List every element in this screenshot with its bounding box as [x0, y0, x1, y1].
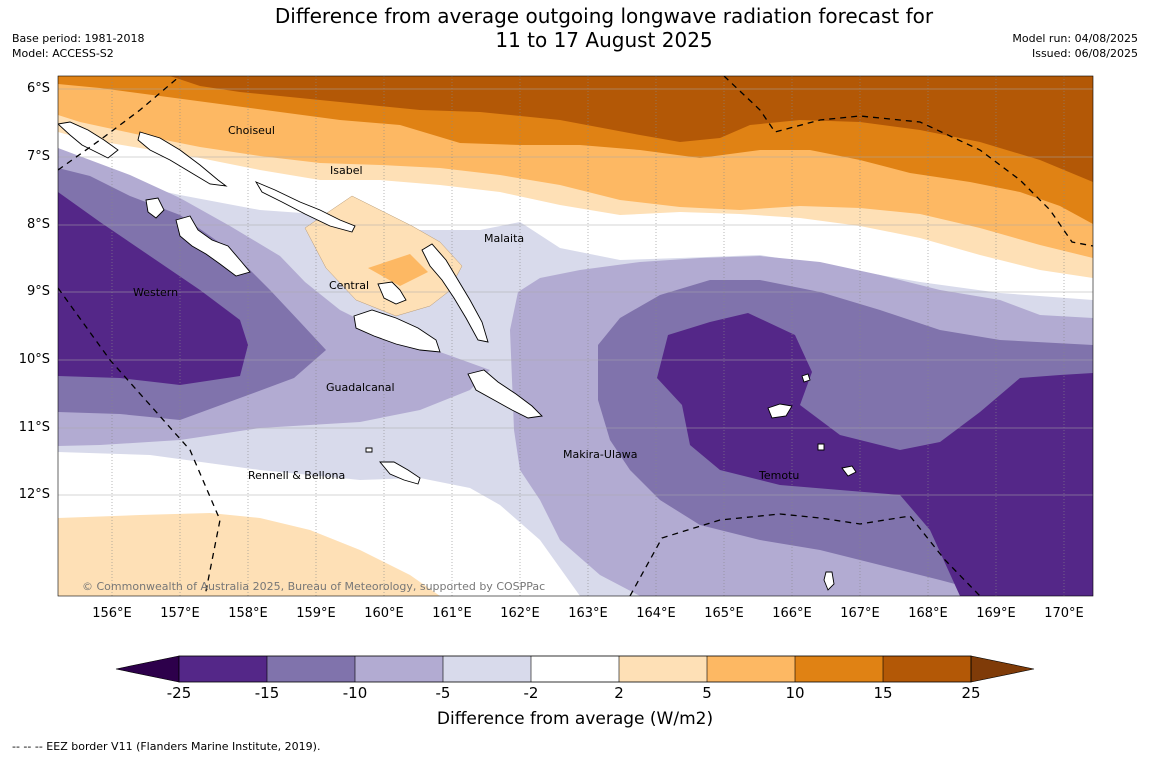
- malaita-coast: [421, 243, 489, 343]
- florida-islands-coast: [377, 281, 407, 305]
- colorbar-title: Difference from average (W/m2): [436, 709, 714, 729]
- lat-label-8s: 8°S: [26, 217, 50, 232]
- lat-label-11s: 11°S: [18, 420, 50, 435]
- eez-legend-note: -- -- -- EEZ border V11 (Flanders Marine…: [12, 740, 321, 753]
- map-frame: [57, 75, 1094, 597]
- chart-title: Difference from average outgoing longwav…: [0, 4, 1150, 52]
- contour-fields: [58, 76, 1093, 596]
- place-label-malaita: Malaita: [484, 232, 525, 245]
- lon-label-164e: 164°E: [636, 606, 676, 621]
- lon-label-168e: 168°E: [908, 606, 948, 621]
- colorbar-tick-p25: 25: [961, 684, 981, 702]
- place-label-western: Western: [133, 286, 179, 299]
- lon-label-165e: 165°E: [704, 606, 744, 621]
- meta-right: Model run: 04/08/2025 Issued: 06/08/2025: [1012, 31, 1138, 61]
- lon-label-160e: 160°E: [364, 606, 404, 621]
- place-label-temotu: Temotu: [759, 469, 800, 482]
- place-label-choiseul: Choiseul: [228, 124, 275, 137]
- model-run: Model run: 04/08/2025: [1012, 32, 1138, 45]
- lon-label-156e: 156°E: [92, 606, 132, 621]
- place-label-makira-ulawa: Makira-Ulawa: [563, 448, 638, 461]
- coastlines: [58, 121, 857, 591]
- issued-date: Issued: 06/08/2025: [1031, 47, 1138, 60]
- place-label-isabel: Isabel: [330, 164, 363, 177]
- meta-left: Base period: 1981-2018 Model: ACCESS-S2: [12, 31, 144, 61]
- colorbar-tick-p5: 5: [702, 684, 712, 702]
- rennell-coast: [379, 461, 421, 485]
- band-p5-p10-central: [368, 254, 428, 286]
- copyright-notice: © Commonwealth of Australia 2025, Bureau…: [82, 580, 546, 593]
- bellona-coast: [365, 447, 373, 453]
- colorbar-tick-p10: 10: [785, 684, 805, 702]
- model-name: Model: ACCESS-S2: [12, 47, 114, 60]
- lon-label-163e: 163°E: [568, 606, 608, 621]
- lon-label-161e: 161°E: [432, 606, 472, 621]
- title-line-2: 11 to 17 August 2025: [495, 28, 713, 52]
- place-label-central: Central: [329, 279, 370, 292]
- utupua-coast: [817, 443, 825, 451]
- guadalcanal-coast: [353, 309, 441, 353]
- lon-label-157e: 157°E: [160, 606, 200, 621]
- lon-label-167e: 167°E: [840, 606, 880, 621]
- vanikoro-coast: [841, 465, 857, 477]
- choiseul-coast: [137, 131, 228, 187]
- lat-label-9s: 9°S: [26, 284, 50, 299]
- isabel-coast: [254, 181, 356, 233]
- band-p2-p5-south: [58, 513, 440, 596]
- lon-label-169e: 169°E: [976, 606, 1016, 621]
- new-georgia-coast: [175, 215, 251, 277]
- vella-lavella-coast: [145, 197, 165, 219]
- santa-cruz-coast: [767, 403, 793, 419]
- lat-label-12s: 12°S: [18, 487, 50, 502]
- gridlines: [58, 76, 1093, 596]
- colorbar-tick-p15: 15: [873, 684, 893, 702]
- lat-label-6s: 6°S: [26, 81, 50, 96]
- reef-islands-coast: [801, 373, 811, 383]
- place-label-guadalcanal: Guadalcanal: [326, 381, 395, 394]
- lon-label-166e: 166°E: [772, 606, 812, 621]
- makira-coast: [467, 369, 543, 419]
- place-label-rennell-bellona: Rennell & Bellona: [248, 469, 346, 482]
- lat-label-10s: 10°S: [18, 352, 50, 367]
- colorbar-tick-m15: -15: [254, 684, 280, 702]
- band-lt-m15-east: [657, 313, 1093, 596]
- colorbar-tick-m10: -10: [342, 684, 368, 702]
- bougainville-coast: [58, 121, 119, 159]
- lon-label-159e: 159°E: [296, 606, 336, 621]
- colorbar-tick-m2: -2: [523, 684, 539, 702]
- colorbar-tick-p2: 2: [614, 684, 624, 702]
- title-line-1: Difference from average outgoing longwav…: [274, 4, 934, 28]
- lon-label-162e: 162°E: [500, 606, 540, 621]
- lon-label-170e: 170°E: [1044, 606, 1084, 621]
- lon-label-158e: 158°E: [228, 606, 268, 621]
- eez-border: [58, 76, 1093, 596]
- colorbar-tick-m5: -5: [435, 684, 451, 702]
- tikopia-coast: [823, 571, 835, 591]
- base-period: Base period: 1981-2018: [12, 32, 145, 45]
- colorbar-tick-m25: -25: [166, 684, 192, 702]
- lat-label-7s: 7°S: [26, 149, 50, 164]
- band-lt-m15-west: [58, 192, 248, 385]
- band-p15-p25: [170, 76, 1093, 182]
